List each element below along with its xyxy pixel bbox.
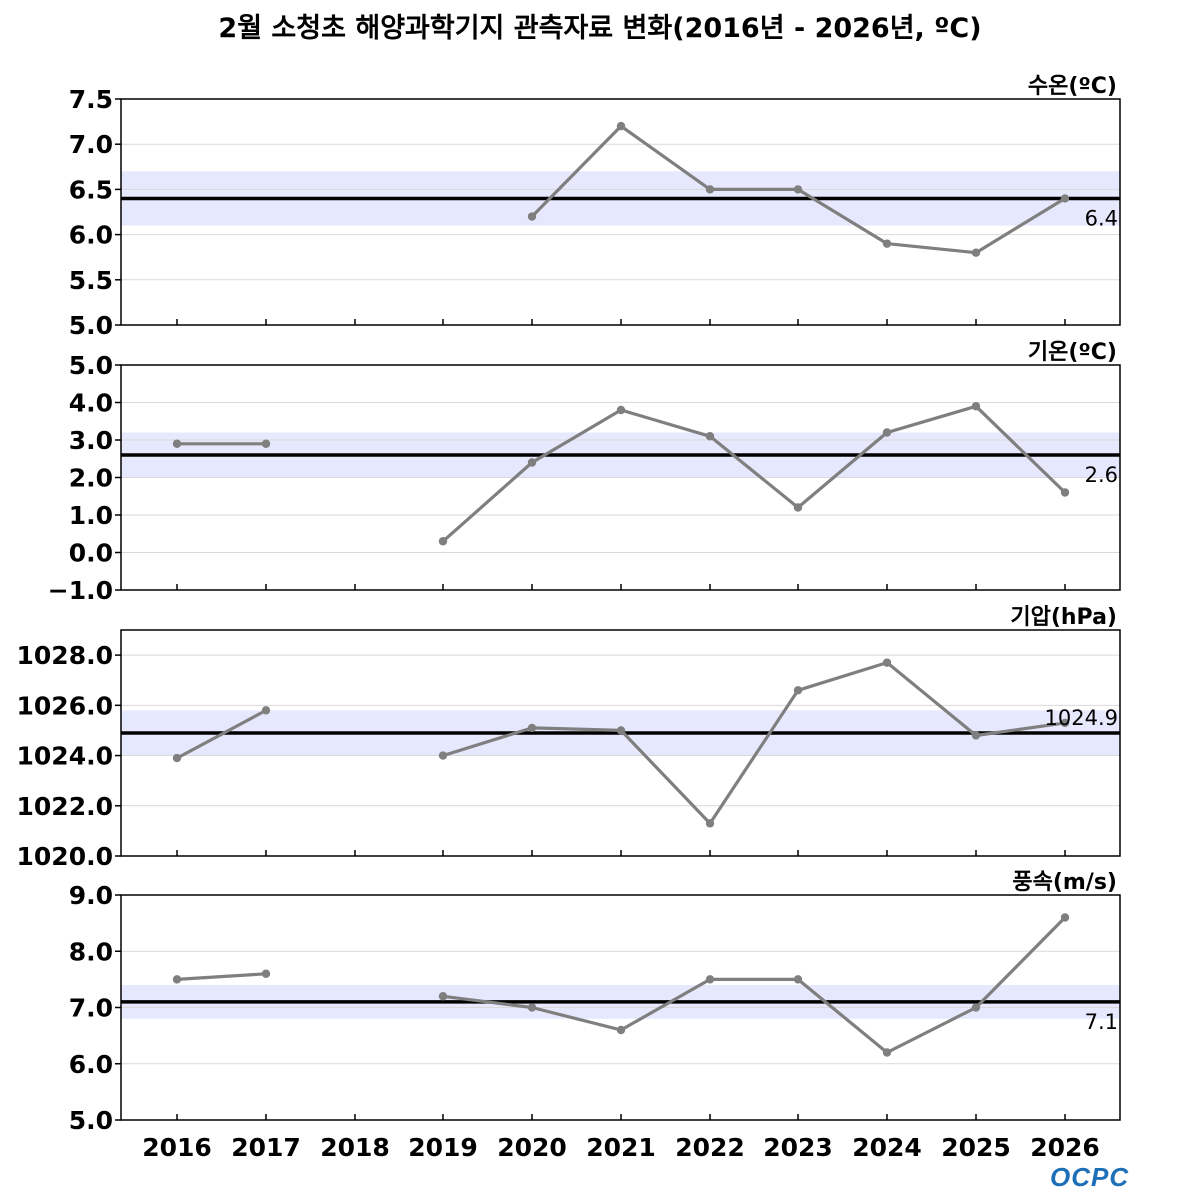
x-tick-label: 2018 bbox=[320, 1133, 390, 1162]
data-point bbox=[882, 239, 892, 248]
data-point bbox=[882, 1048, 892, 1057]
data-point bbox=[705, 819, 715, 828]
panel-frame bbox=[120, 364, 1121, 591]
data-point bbox=[971, 1003, 981, 1012]
y-tick-label: 7.0 bbox=[69, 994, 113, 1023]
data-point bbox=[793, 975, 803, 984]
series-line bbox=[441, 404, 1067, 543]
data-point bbox=[705, 185, 715, 194]
data-point bbox=[971, 731, 981, 740]
series-line bbox=[176, 708, 267, 760]
y-tick-label: −1.0 bbox=[48, 576, 113, 605]
chart-title: 2월 소청초 해양과학기지 관측자료 변화(2016년 - 2026년, ºC) bbox=[218, 13, 982, 44]
y-tick-label: 1024.0 bbox=[17, 742, 113, 771]
y-tick-label: 8.0 bbox=[69, 937, 113, 966]
data-point bbox=[261, 706, 271, 715]
y-tick-label: 5.0 bbox=[69, 1106, 113, 1135]
data-point bbox=[616, 1025, 626, 1035]
series-line bbox=[176, 972, 267, 981]
y-tick-label: 6.5 bbox=[69, 175, 113, 204]
x-tick-label: 2019 bbox=[408, 1133, 478, 1162]
data-point bbox=[172, 975, 182, 984]
x-tick-label: 2016 bbox=[142, 1133, 212, 1162]
data-point bbox=[438, 751, 448, 760]
y-tick-label: 1.0 bbox=[69, 501, 113, 530]
panel-frame bbox=[120, 98, 1121, 326]
y-tick-label: 6.0 bbox=[69, 221, 113, 250]
data-point bbox=[527, 458, 537, 467]
series-line bbox=[442, 660, 1066, 826]
data-point bbox=[261, 969, 271, 978]
data-point bbox=[793, 503, 803, 512]
y-tick-label: 1020.0 bbox=[17, 842, 113, 871]
data-point bbox=[527, 212, 537, 221]
data-point bbox=[438, 537, 448, 546]
series-line bbox=[442, 916, 1067, 1055]
panel-label: 기압(hPa) bbox=[1010, 605, 1117, 630]
y-tick-label: 5.0 bbox=[69, 351, 113, 380]
x-tick-label: 2022 bbox=[675, 1133, 745, 1162]
mean-value-label: 2.6 bbox=[1085, 463, 1118, 487]
data-point bbox=[971, 402, 981, 411]
mean-value-label: 1024.9 bbox=[1045, 706, 1118, 730]
data-point bbox=[616, 121, 626, 131]
y-tick-label: 9.0 bbox=[69, 881, 113, 910]
y-tick-label: 5.0 bbox=[69, 311, 113, 340]
y-tick-label: 1026.0 bbox=[17, 691, 113, 720]
data-point bbox=[705, 975, 715, 984]
data-point bbox=[793, 185, 803, 194]
y-tick-label: 7.0 bbox=[69, 130, 113, 159]
data-point bbox=[882, 428, 892, 437]
data-point bbox=[172, 439, 182, 448]
y-tick-label: 6.0 bbox=[69, 1050, 113, 1079]
x-tick-label: 2024 bbox=[852, 1133, 922, 1162]
y-tick-label: 1028.0 bbox=[17, 641, 113, 670]
panel-frame bbox=[120, 894, 1121, 1121]
mean-value-label: 7.1 bbox=[1085, 1010, 1118, 1034]
y-tick-label: 0.0 bbox=[69, 539, 113, 568]
panel-label: 수온(ºC) bbox=[1028, 74, 1117, 99]
y-tick-label: 2.0 bbox=[69, 464, 113, 493]
data-point bbox=[438, 992, 448, 1001]
data-point bbox=[1060, 194, 1070, 203]
data-point bbox=[1060, 913, 1070, 922]
data-point bbox=[882, 658, 892, 667]
panel-label: 기온(ºC) bbox=[1028, 340, 1117, 365]
y-tick-label: 3.0 bbox=[69, 426, 113, 455]
panel-label: 풍속(m/s) bbox=[1012, 870, 1117, 895]
x-tick-label: 2026 bbox=[1030, 1133, 1100, 1162]
x-tick-label: 2023 bbox=[763, 1133, 833, 1162]
data-point bbox=[616, 405, 626, 415]
x-tick-label: 2025 bbox=[941, 1133, 1011, 1162]
ocpc-logo: OCPC bbox=[1050, 1162, 1130, 1192]
x-tick-label: 2021 bbox=[586, 1133, 656, 1162]
data-point bbox=[527, 1003, 537, 1012]
x-tick-label: 2017 bbox=[231, 1133, 301, 1162]
mean-value-label: 6.4 bbox=[1085, 206, 1118, 230]
data-point bbox=[971, 248, 981, 257]
data-point bbox=[172, 753, 182, 763]
y-tick-label: 4.0 bbox=[69, 389, 113, 418]
data-point bbox=[793, 686, 803, 695]
data-point bbox=[705, 432, 715, 441]
y-tick-label: 5.5 bbox=[69, 266, 113, 295]
data-point bbox=[1060, 718, 1070, 728]
x-tick-label: 2020 bbox=[497, 1133, 567, 1162]
data-point bbox=[261, 439, 271, 448]
data-point bbox=[616, 726, 626, 735]
data-point bbox=[527, 723, 537, 733]
y-tick-label: 7.5 bbox=[69, 85, 113, 114]
data-point bbox=[1060, 488, 1070, 497]
panel-frame bbox=[120, 629, 1121, 857]
y-tick-label: 1022.0 bbox=[17, 792, 113, 821]
